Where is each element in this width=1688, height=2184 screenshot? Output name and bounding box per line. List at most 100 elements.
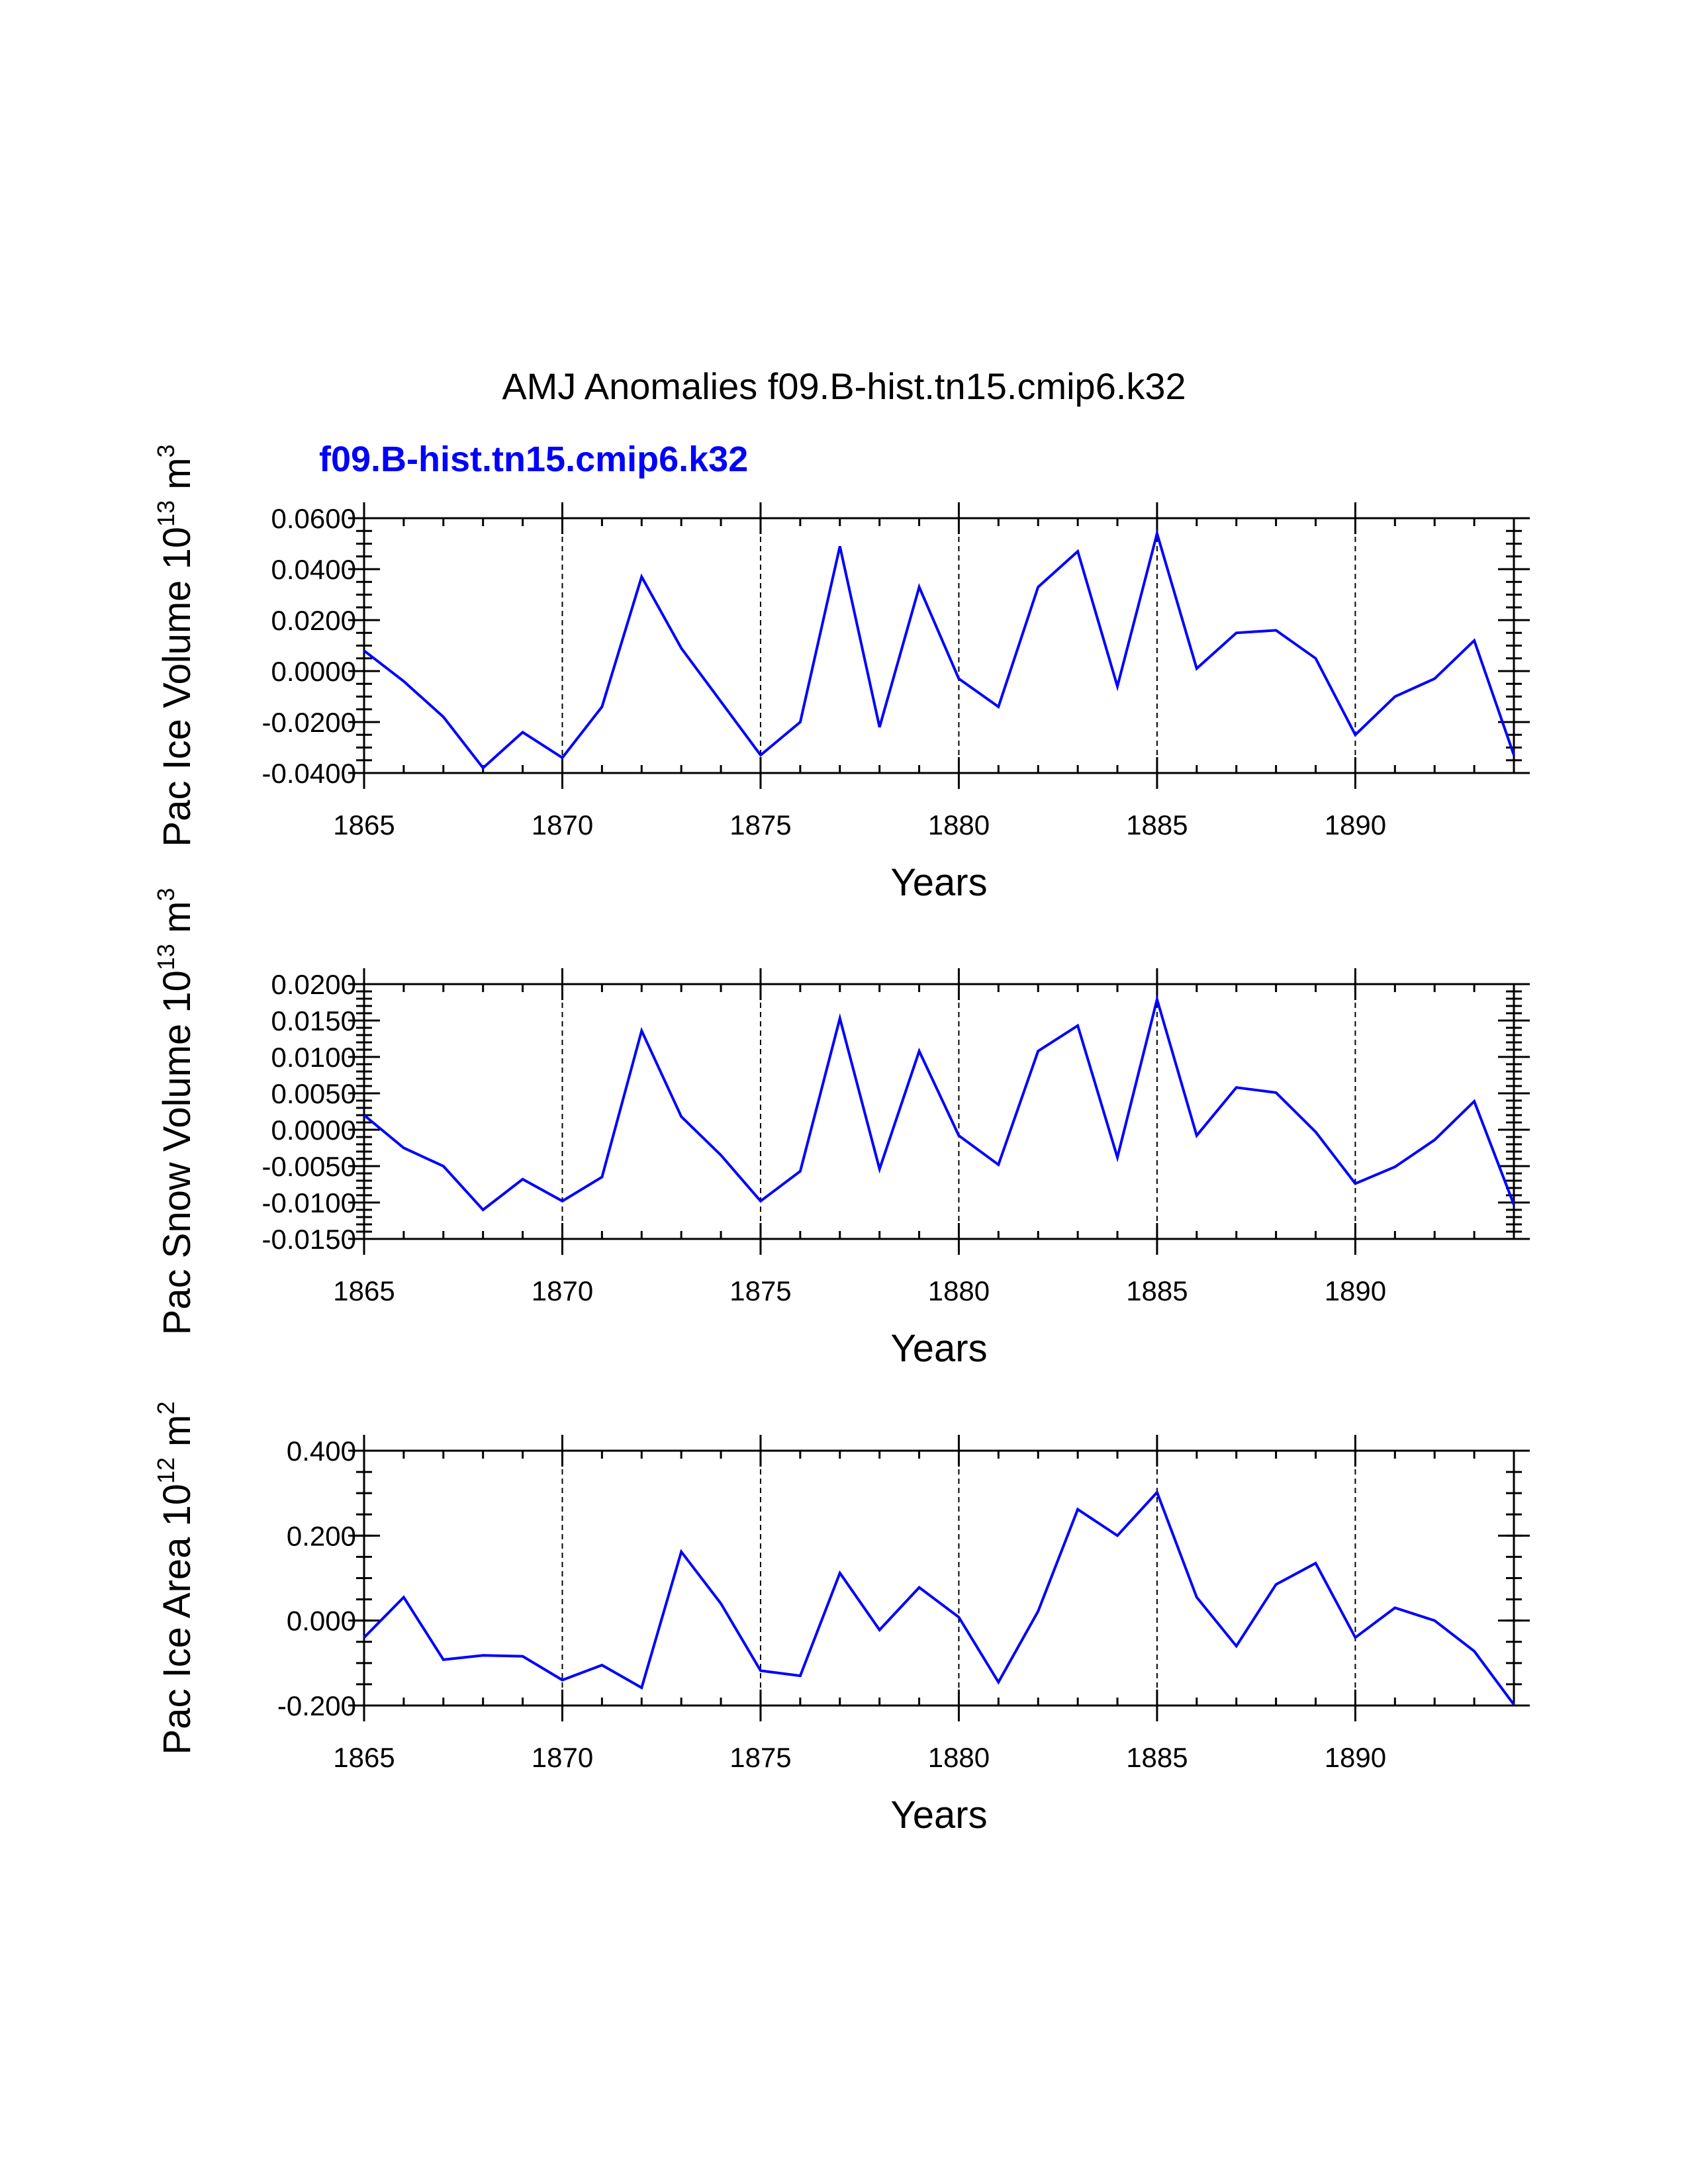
data-point (1434, 1620, 1435, 1621)
x-tick-label: 1880 (928, 1275, 990, 1306)
data-point (1474, 640, 1475, 641)
x-tick-label: 1865 (333, 1742, 395, 1773)
data-point (443, 1166, 444, 1167)
x-tick-label: 1890 (1325, 1742, 1386, 1773)
data-point (1117, 1535, 1118, 1536)
data-point (998, 1164, 999, 1165)
y-tick-label: 0.0050 (271, 1078, 356, 1109)
data-point (641, 1030, 642, 1031)
data-point (1038, 1611, 1039, 1612)
pac-ice-volume-panel: 1865 1870 1875 1880 1885 1890 -0.0400 -0.0200 0.… (152, 444, 1530, 904)
data-point (403, 1597, 404, 1598)
case-label: f09.B-hist.tn15.cmip6.k32 (319, 439, 748, 479)
data-point (1236, 1087, 1237, 1088)
x-tick-label: 1880 (928, 809, 990, 841)
series-line (363, 994, 1515, 1212)
data-point (839, 1572, 840, 1573)
data-point (1117, 686, 1118, 687)
data-point (1514, 1704, 1515, 1705)
data-point (681, 1116, 682, 1117)
data-point (1315, 658, 1316, 659)
figure-title: AMJ Anomalies f09.B-hist.tn15.cmip6.k32 (502, 365, 1186, 407)
y-tick-label: -0.0400 (262, 758, 356, 789)
y-tick-label: 0.000 (287, 1606, 356, 1637)
data-point (760, 1670, 761, 1671)
x-tick-label: 1890 (1325, 1275, 1386, 1306)
chart-panels: 1865 1870 1875 1880 1885 1890 -0.0400 -0.0200 0.… (152, 444, 1530, 1837)
y-tick-label: -0.0100 (262, 1187, 356, 1218)
data-point (1474, 1101, 1475, 1102)
x-axis-label: Years (890, 1327, 987, 1370)
series-line (363, 1490, 1515, 1706)
y-tick-label: -0.0050 (262, 1151, 356, 1182)
y-axis-label: Pac Snow Volume 1013 m3 (152, 888, 199, 1336)
data-point (562, 757, 563, 758)
x-tick-label: 1870 (532, 1275, 593, 1306)
data-point (1514, 755, 1515, 756)
data-point (681, 1551, 682, 1552)
y-tick-label: 0.0000 (271, 1115, 356, 1146)
y-tick-label: -0.0150 (262, 1224, 356, 1255)
data-point (1236, 1646, 1237, 1647)
y-tick-label: 0.0200 (271, 605, 356, 636)
data-point (1434, 678, 1435, 679)
data-point (839, 546, 840, 547)
x-tick-label: 1880 (928, 1742, 990, 1773)
data-point (721, 1155, 722, 1156)
data-point (1355, 1183, 1356, 1184)
data-point (879, 1629, 880, 1630)
y-axis-label: Pac Ice Volume 1013 m3 (152, 444, 199, 846)
plot-frame (363, 983, 1515, 1240)
data-point (1156, 999, 1157, 1000)
data-point (1038, 586, 1039, 587)
data-point (443, 1659, 444, 1660)
x-tick-label: 1885 (1126, 1742, 1188, 1773)
y-tick-label: 0.0150 (271, 1005, 356, 1036)
data-point (681, 648, 682, 649)
plot-frame (363, 517, 1515, 774)
y-tick-label: 0.0200 (271, 969, 356, 1000)
y-tick-label: 0.0600 (271, 503, 356, 534)
data-point (364, 1115, 365, 1116)
plot-frame (363, 1449, 1515, 1707)
data-point (1196, 1135, 1197, 1136)
x-tick-label: 1885 (1126, 1275, 1188, 1306)
data-point (364, 1637, 365, 1638)
x-tick-label: 1875 (729, 1742, 791, 1773)
data-point (1156, 533, 1157, 534)
pac-ice-area-panel: 1865 1870 1875 1880 1885 1890 -0.200 0.000 0.200… (152, 1402, 1530, 1837)
y-tick-label: 0.200 (287, 1520, 356, 1551)
data-point (1355, 1637, 1356, 1638)
data-point (522, 1656, 523, 1657)
y-tick-label: 0.400 (287, 1435, 356, 1467)
data-point (998, 706, 999, 707)
data-point (641, 576, 642, 577)
x-tick-label: 1865 (333, 1275, 395, 1306)
y-tick-label: -0.200 (277, 1690, 356, 1721)
x-tick-label: 1865 (333, 809, 395, 841)
data-point (1315, 1563, 1316, 1564)
data-point (1038, 1051, 1039, 1052)
y-axis-label: Pac Ice Area 1012 m2 (152, 1402, 199, 1755)
data-point (403, 681, 404, 682)
x-tick-label: 1885 (1126, 809, 1188, 841)
y-tick-label: 0.0400 (271, 554, 356, 585)
data-point (760, 755, 761, 756)
x-axis-label: Years (890, 1794, 987, 1837)
data-point (1196, 668, 1197, 669)
data-point (839, 1018, 840, 1019)
data-point (1117, 1157, 1118, 1158)
data-point (522, 732, 523, 733)
x-tick-label: 1890 (1325, 809, 1386, 841)
pac-snow-volume-panel: 1865 1870 1875 1880 1885 1890 -0.0150 -0.0100 -0… (152, 888, 1530, 1370)
y-tick-label: 0.0000 (271, 656, 356, 687)
y-tick-label: 0.0100 (271, 1042, 356, 1073)
x-tick-label: 1870 (532, 809, 593, 841)
x-axis-label: Years (890, 861, 987, 904)
y-tick-label: -0.0200 (262, 707, 356, 738)
x-tick-label: 1875 (729, 1275, 791, 1306)
series-line (363, 528, 1515, 770)
x-tick-label: 1875 (729, 809, 791, 841)
data-point (1196, 1597, 1197, 1598)
